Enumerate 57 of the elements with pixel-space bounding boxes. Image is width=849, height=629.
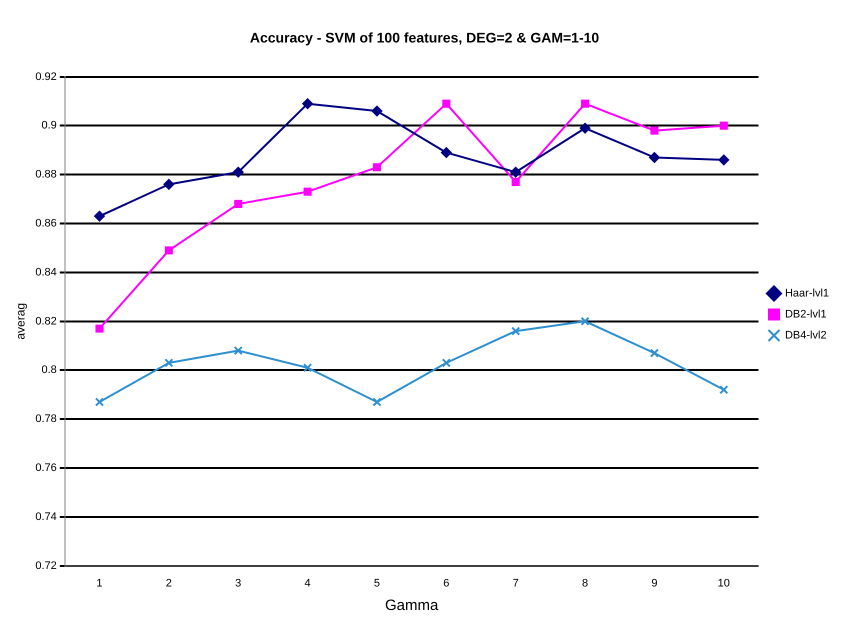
y-tick-label: 0.8 xyxy=(42,364,57,376)
point xyxy=(581,100,590,108)
y-tick-label: 0.92 xyxy=(35,70,57,83)
point xyxy=(164,246,173,254)
point xyxy=(718,154,730,166)
point xyxy=(372,163,381,172)
point xyxy=(580,316,590,326)
point xyxy=(232,166,244,178)
point xyxy=(372,397,382,407)
point xyxy=(304,188,312,196)
point xyxy=(510,166,522,178)
point xyxy=(442,100,450,108)
point xyxy=(164,358,174,368)
x-tick-label: 2 xyxy=(166,577,172,590)
point xyxy=(512,178,520,186)
point xyxy=(511,326,520,336)
x-tick-label: 7 xyxy=(512,577,519,590)
point xyxy=(720,122,728,130)
x-tick-label: 1 xyxy=(96,577,103,590)
point xyxy=(650,126,658,135)
y-tick-label: 0.84 xyxy=(35,266,57,278)
point xyxy=(234,200,242,208)
point xyxy=(440,147,452,158)
point xyxy=(303,363,312,372)
x-tick-label: 3 xyxy=(235,577,242,590)
y-tick-label: 0.76 xyxy=(35,462,57,474)
y-tick-label: 0.88 xyxy=(35,168,57,181)
point xyxy=(719,385,728,394)
legend-label: DB4-lvl2 xyxy=(784,330,827,342)
x-tick-label: 10 xyxy=(718,577,730,590)
point xyxy=(371,106,382,117)
x-tick-label: 9 xyxy=(651,577,658,590)
point xyxy=(94,397,104,407)
y-axis-title: averag xyxy=(14,302,28,340)
point xyxy=(302,98,314,110)
point xyxy=(95,324,104,333)
y-tick-label: 0.72 xyxy=(35,560,57,572)
point xyxy=(442,358,451,368)
point xyxy=(648,152,660,163)
y-tick-label: 0.86 xyxy=(35,218,57,230)
x-tick-label: 6 xyxy=(443,577,450,590)
point xyxy=(580,122,591,134)
y-tick-label: 0.9 xyxy=(42,120,57,132)
legend-label: DB2-lvl1 xyxy=(784,308,827,321)
point xyxy=(650,348,659,358)
y-tick-label: 0.82 xyxy=(35,315,57,328)
x-tick-label: 8 xyxy=(582,577,588,590)
point xyxy=(94,210,105,222)
y-tick-label: 0.74 xyxy=(35,510,57,523)
point xyxy=(234,346,243,356)
legend-label: Haar-lvl1 xyxy=(784,288,830,300)
point xyxy=(163,178,174,190)
x-tick-label: 5 xyxy=(374,577,380,590)
chart-title: Accuracy - SVM of 100 features, DEG=2 & GAM=1-10 xyxy=(250,29,600,46)
x-tick-label: 4 xyxy=(304,577,311,590)
y-tick-label: 0.78 xyxy=(35,413,57,426)
x-axis-title: Gamma xyxy=(384,597,439,614)
